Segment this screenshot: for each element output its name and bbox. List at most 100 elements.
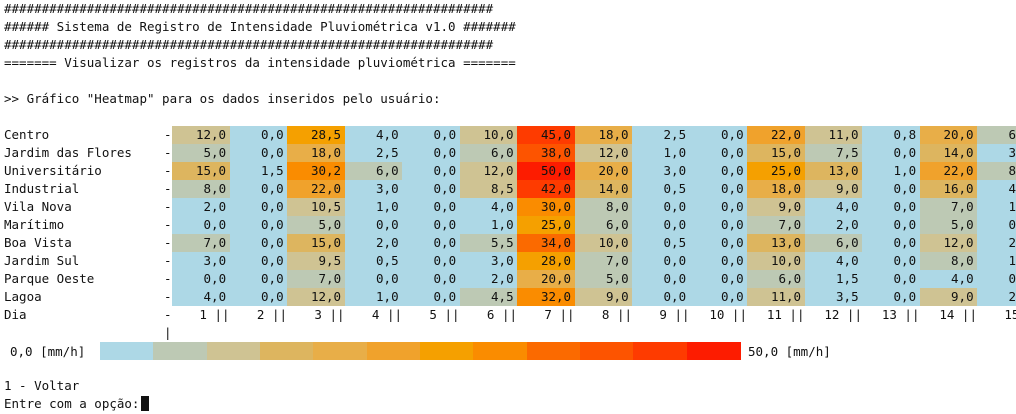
heatmap-cell: 0,0 (402, 252, 461, 270)
heatmap-cell: 2,5 (344, 144, 403, 162)
heatmap-cell: 1,0 (459, 216, 518, 234)
row-separator: - (164, 145, 172, 160)
heatmap-cell: 20,0 (919, 126, 978, 144)
option-input-prompt: Entre com a opção: (4, 396, 140, 411)
heatmap-cell: 16,0 (919, 180, 978, 198)
heatmap-cell: 15,0 (747, 144, 806, 162)
x-tick-label: 3 || (314, 307, 345, 322)
heatmap-cell: 10,0 (574, 234, 633, 252)
heatmap-cell: 0,0 (402, 216, 461, 234)
heatmap-cell: 38,0 (517, 144, 576, 162)
heatmap-cell: 10,0 (747, 252, 806, 270)
heatmap-row-label: Universitário (4, 163, 102, 178)
heatmap-cell: 2,0 (977, 288, 1016, 306)
x-tick-label: 14 || (939, 307, 977, 322)
heatmap-cell: 0,5 (344, 252, 403, 270)
x-tick-label: 6 || (486, 307, 517, 322)
heatmap-cell: 0,0 (402, 198, 461, 216)
heatmap-cell: 9,0 (804, 180, 863, 198)
heatmap-row-label: Boa Vista (4, 235, 72, 250)
heatmap-cell: 0,0 (229, 270, 288, 288)
heatmap-cell: 0,0 (402, 162, 461, 180)
heatmap-cell: 0,0 (402, 126, 461, 144)
text-cursor (141, 396, 150, 411)
heatmap-cell: 0,0 (229, 288, 288, 306)
heatmap-cell: 25,0 (517, 216, 576, 234)
heatmap-cell: 25,0 (747, 162, 806, 180)
heatmap-cell: 0,0 (689, 126, 748, 144)
app-title: ###### Sistema de Registro de Intensidad… (4, 19, 516, 34)
heatmap-cell: 3,5 (804, 288, 863, 306)
x-tick-label: 10 || (709, 307, 747, 322)
heatmap-cell: 2,0 (459, 270, 518, 288)
heatmap-cell: 0,0 (632, 252, 691, 270)
heatmap-cell: 0,0 (689, 270, 748, 288)
heatmap-cell: 20,0 (517, 270, 576, 288)
heatmap-cell: 0,5 (632, 180, 691, 198)
heatmap-cell: 4,0 (459, 198, 518, 216)
legend-color-segment (526, 342, 581, 360)
legend-color-segment (686, 342, 741, 360)
heatmap-cell: 14,0 (574, 180, 633, 198)
heatmap-row-label: Centro (4, 127, 50, 142)
heatmap-cell: 12,0 (919, 234, 978, 252)
heatmap-cell: 18,0 (747, 180, 806, 198)
heatmap-cell: 0,0 (862, 252, 921, 270)
heatmap-cell: 5,0 (919, 216, 978, 234)
heatmap-cell: 7,0 (172, 234, 231, 252)
row-separator: - (164, 199, 172, 214)
heatmap-heading: >> Gráfico "Heatmap" para os dados inser… (4, 91, 441, 106)
x-tick-label: 1 || (199, 307, 230, 322)
heatmap-cell: 4,0 (804, 198, 863, 216)
heatmap-cell: 11,0 (747, 288, 806, 306)
legend-color-segment (153, 342, 208, 360)
heatmap-cell: 18,0 (287, 144, 346, 162)
heatmap-cell: 6,0 (574, 216, 633, 234)
heatmap-cell: 6,0 (804, 234, 863, 252)
heatmap-cell: 7,5 (804, 144, 863, 162)
heatmap-cell: 1,0 (632, 144, 691, 162)
heatmap-cell: 30,0 (517, 198, 576, 216)
heatmap-cell: 15,0 (287, 234, 346, 252)
legend-color-segment (366, 342, 421, 360)
heatmap-cell: 12,0 (287, 288, 346, 306)
x-tick-label: 7 || (544, 307, 575, 322)
header-hash-top: ########################################… (4, 1, 494, 16)
heatmap-cell: 2,0 (344, 234, 403, 252)
heatmap-cell: 5,0 (172, 144, 231, 162)
heatmap-cell: 0,0 (229, 216, 288, 234)
heatmap-cell: 0,5 (632, 234, 691, 252)
x-axis-label: Dia (4, 307, 27, 322)
heatmap-cell: 0,0 (229, 180, 288, 198)
heatmap-cell: 9,0 (919, 288, 978, 306)
heatmap-cell: 5,5 (459, 234, 518, 252)
heatmap-cell: 0,0 (689, 234, 748, 252)
heatmap-row-label: Jardim Sul (4, 253, 80, 268)
heatmap-cell: 3,0 (459, 252, 518, 270)
heatmap-cell: 9,0 (747, 198, 806, 216)
heatmap-cell: 15,0 (172, 162, 231, 180)
x-tick-label: 13 || (881, 307, 920, 322)
heatmap-cell: 0,0 (402, 270, 461, 288)
heatmap-cell: 0,0 (402, 144, 461, 162)
heatmap-cell: 1,0 (344, 198, 403, 216)
row-separator: - (164, 163, 172, 178)
axis-separator: -| (164, 307, 172, 340)
heatmap-cell: 0,0 (632, 288, 691, 306)
row-separator: - (164, 127, 172, 142)
heatmap-cell: 3,0 (344, 180, 403, 198)
legend-color-segment (633, 342, 688, 360)
heatmap-cell: 6,0 (977, 126, 1016, 144)
heatmap-cell: 13,0 (747, 234, 806, 252)
x-tick-label: 5 || (429, 307, 460, 322)
heatmap-row-label: Lagoa (4, 289, 42, 304)
heatmap-cell: 0,0 (862, 270, 921, 288)
heatmap-cell: 1,0 (977, 252, 1016, 270)
heatmap-cell: 12,0 (172, 126, 231, 144)
heatmap-cell: 22,0 (747, 126, 806, 144)
option-input-line[interactable]: Entre com a opção: (4, 395, 150, 413)
row-separator: - (164, 235, 172, 250)
heatmap-cell: 4,0 (977, 180, 1016, 198)
heatmap-cell: 0,0 (172, 216, 231, 234)
heatmap-cell: 0,0 (977, 270, 1016, 288)
